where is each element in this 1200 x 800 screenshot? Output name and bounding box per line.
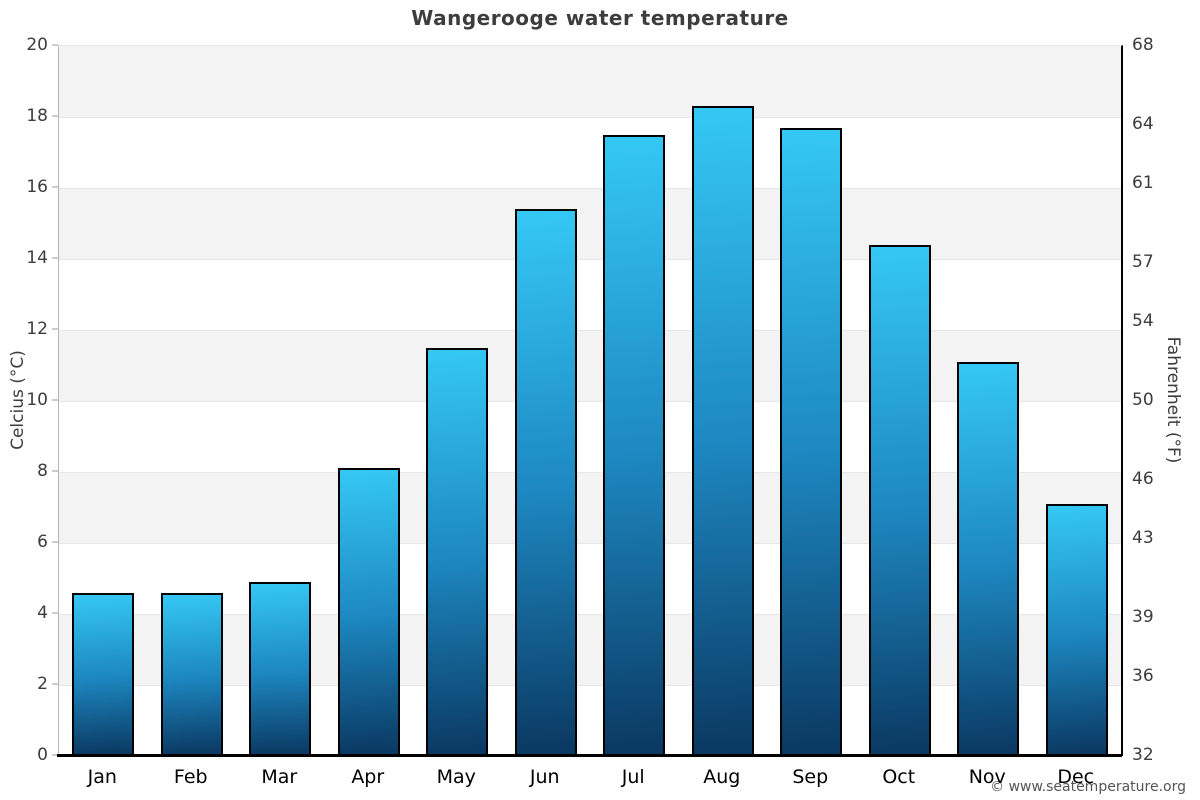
gridline [59, 472, 1121, 473]
xtick-label-dec: Dec [1057, 766, 1095, 788]
celsius-tick-label: 0 [37, 745, 48, 765]
plot-area [58, 45, 1123, 756]
bar-jan [72, 592, 135, 756]
grid-band [59, 472, 1121, 543]
celsius-tick-mark [52, 115, 58, 117]
celsius-tick-label: 8 [37, 461, 48, 481]
gridline [59, 259, 1121, 260]
fahrenheit-tick-label: 57 [1132, 251, 1154, 272]
bar-nov [957, 361, 1020, 756]
xtick-label-feb: Feb [173, 766, 208, 788]
celsius-tick-mark [52, 328, 58, 330]
celsius-tick-mark [52, 612, 58, 614]
bar-mar [249, 582, 312, 756]
bar-jul [603, 134, 666, 756]
grid-band [59, 46, 1121, 117]
bar-may [426, 347, 489, 756]
celsius-tick-label: 18 [26, 106, 48, 126]
grid-band [59, 614, 1121, 685]
bar-dec [1045, 503, 1108, 756]
xtick-label-apr: Apr [351, 766, 385, 788]
celsius-tick-label: 20 [26, 35, 48, 55]
celsius-tick-mark [52, 683, 58, 685]
celsius-tick-mark [52, 541, 58, 543]
xtick-label-jun: Jun [529, 766, 560, 788]
y-axis-label-celsius: Celcius (°C) [8, 350, 28, 450]
xtick-label-jan: Jan [87, 766, 117, 788]
gridline [59, 188, 1121, 189]
celsius-tick-mark [52, 754, 58, 756]
celsius-tick-label: 4 [37, 603, 48, 623]
xtick-label-may: May [436, 766, 476, 788]
bar-aug [691, 106, 754, 756]
celsius-tick-label: 12 [26, 319, 48, 339]
gridline [59, 543, 1121, 544]
fahrenheit-tick-label: 50 [1132, 390, 1154, 410]
celsius-tick-label: 10 [26, 390, 48, 410]
bar-feb [160, 592, 223, 756]
fahrenheit-tick-label: 61 [1132, 173, 1154, 194]
fahrenheit-tick-label: 68 [1132, 35, 1154, 55]
grid-band [59, 330, 1121, 401]
gridline [59, 330, 1121, 331]
y-axis-label-fahrenheit: Fahrenheit (°F) [1163, 336, 1183, 464]
fahrenheit-tick-label: 43 [1132, 528, 1154, 549]
gridline [59, 685, 1121, 686]
copyright-text: © www.seatemperature.org [990, 779, 1186, 795]
celsius-tick-label: 16 [26, 177, 48, 197]
celsius-tick-label: 2 [37, 674, 48, 694]
gridline [59, 401, 1121, 402]
xtick-label-mar: Mar [261, 766, 298, 788]
xtick-label-oct: Oct [882, 766, 916, 788]
fahrenheit-tick-label: 36 [1132, 666, 1154, 687]
bar-jun [514, 209, 577, 756]
xtick-label-aug: Aug [703, 766, 741, 788]
fahrenheit-tick-label: 32 [1132, 745, 1154, 765]
celsius-tick-label: 6 [37, 532, 48, 552]
xtick-label-sep: Sep [792, 766, 829, 788]
celsius-tick-mark [52, 186, 58, 188]
celsius-tick-mark [52, 470, 58, 472]
xtick-label-nov: Nov [968, 766, 1006, 788]
grid-band [59, 188, 1121, 259]
fahrenheit-tick-label: 39 [1132, 606, 1154, 627]
fahrenheit-tick-label: 46 [1132, 468, 1154, 489]
xtick-label-jul: Jul [621, 766, 645, 788]
x-axis-baseline [57, 754, 1122, 757]
fahrenheit-tick-label: 64 [1132, 113, 1154, 134]
bar-sep [780, 127, 843, 756]
gridline [59, 117, 1121, 118]
celsius-tick-mark [52, 44, 58, 46]
celsius-tick-label: 14 [26, 248, 48, 268]
celsius-tick-mark [52, 399, 58, 401]
bar-oct [868, 244, 931, 756]
chart-title: Wangerooge water temperature [411, 6, 789, 30]
gridline [59, 614, 1121, 615]
celsius-tick-mark [52, 257, 58, 259]
bar-apr [337, 468, 400, 756]
fahrenheit-tick-label: 54 [1132, 311, 1154, 332]
